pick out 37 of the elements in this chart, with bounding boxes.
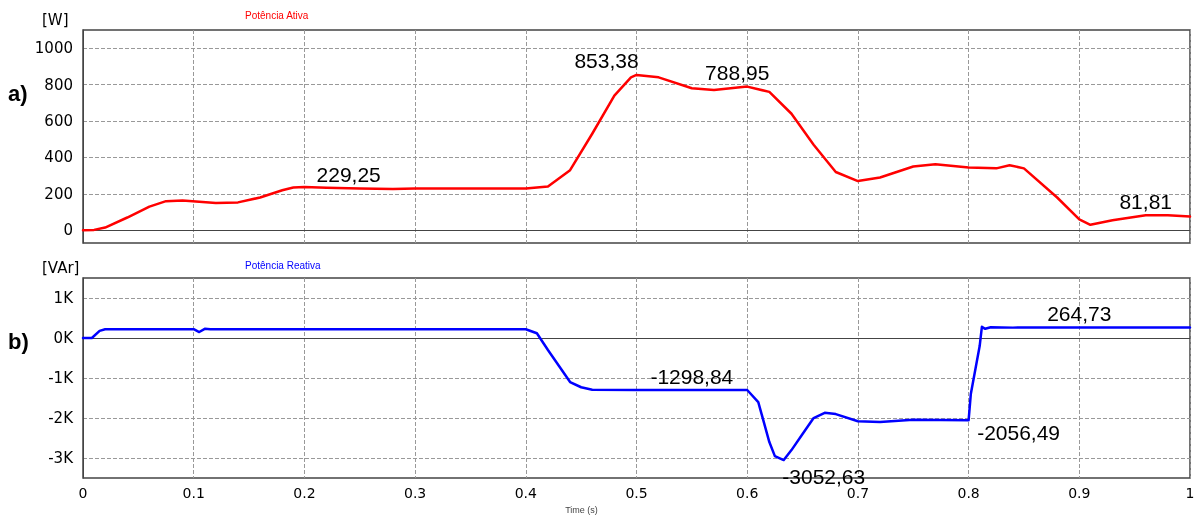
y-tick-label: 1K <box>53 289 75 308</box>
text: Potência Reativa <box>245 259 322 271</box>
x-tick-label: 0 <box>78 485 88 502</box>
annotation: -1298,84 <box>650 364 734 388</box>
annotation: 788,95 <box>705 61 770 85</box>
annotation: 264,73 <box>1047 301 1112 325</box>
text: Potência Ativa <box>245 9 309 21</box>
x-tick-label: 0.8 <box>957 485 980 502</box>
y-tick-label: 1000 <box>34 39 73 58</box>
y-tick-label: -3K <box>48 449 75 468</box>
y-tick-label: 800 <box>44 75 73 94</box>
x-tick-label: 0.5 <box>625 485 648 502</box>
x-tick-label: 0.7 <box>846 485 870 502</box>
x-tick-label: 0.4 <box>514 485 538 502</box>
x-tick-label: 0.3 <box>403 485 427 502</box>
y-tick-label: 400 <box>44 148 73 167</box>
x-tick-label: 0.1 <box>182 485 205 502</box>
y-axis-title: [W] <box>42 10 69 29</box>
y-axis-title: [VAr] <box>42 258 80 277</box>
y-tick-label: -1K <box>48 369 75 388</box>
y-tick-label: 0 <box>63 221 73 240</box>
y-tick-label: 200 <box>44 184 73 203</box>
x-tick-label: 0.6 <box>736 485 759 502</box>
annotation: 853,38 <box>574 49 639 73</box>
annotation: 229,25 <box>316 163 381 187</box>
text: a) <box>8 80 28 106</box>
line-series <box>81 325 1192 462</box>
annotation: -2056,49 <box>977 420 1061 444</box>
x-tick-label: 0.2 <box>293 485 316 502</box>
x-tick-label: 1 <box>1185 485 1195 502</box>
y-tick-label: 0K <box>53 329 75 348</box>
y-tick-label: 600 <box>44 112 73 131</box>
x-tick-label: 0.9 <box>1068 485 1091 502</box>
x-axis-title: Time (s) <box>565 504 598 515</box>
annotation: 81,81 <box>1119 189 1172 213</box>
y-tick-label: -2K <box>48 409 75 428</box>
text: b) <box>8 328 29 354</box>
